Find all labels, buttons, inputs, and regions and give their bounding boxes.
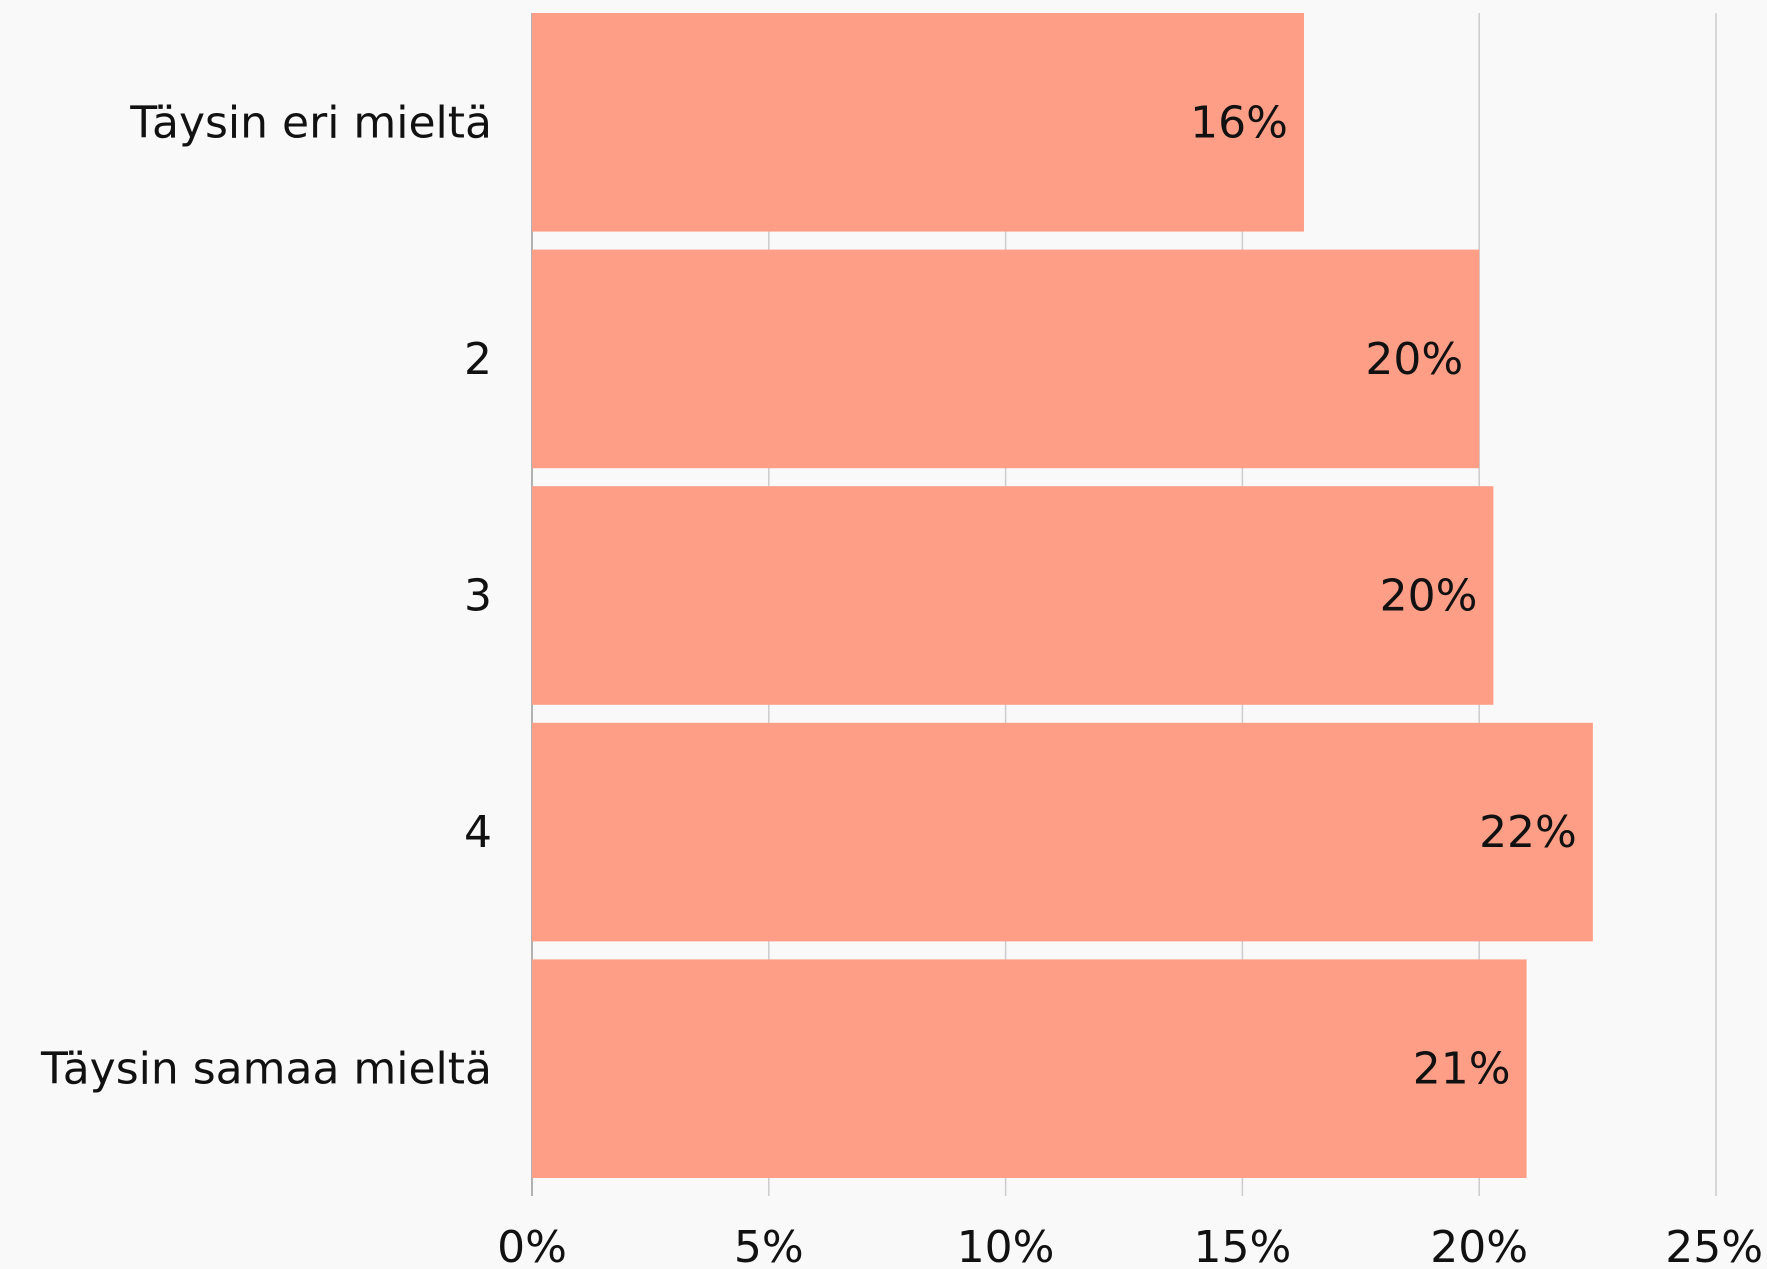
bar <box>532 13 1304 232</box>
x-tick-label: 20% <box>1430 1222 1528 1269</box>
category-label: 3 <box>464 571 492 622</box>
value-label: 21% <box>1413 1044 1511 1095</box>
category-labels: Täysin eri mieltä 2 3 4 Täysin samaa mieltä <box>40 97 492 1094</box>
value-label: 20% <box>1380 571 1478 622</box>
bar <box>532 722 1593 942</box>
x-tick-label: 15% <box>1194 1222 1292 1269</box>
x-tick-label: 5% <box>734 1222 804 1269</box>
value-label: 20% <box>1365 334 1463 385</box>
x-tick-labels: 0% 5% 10% 15% 20% 25% <box>497 1222 1763 1269</box>
x-tick-label: 25% <box>1665 1222 1763 1269</box>
category-label: 4 <box>464 807 492 858</box>
value-label: 16% <box>1190 97 1288 148</box>
bar <box>532 959 1527 1178</box>
category-label: 2 <box>464 334 492 385</box>
value-label: 22% <box>1479 807 1577 858</box>
x-tick-label: 10% <box>957 1222 1055 1269</box>
bar <box>532 486 1494 705</box>
category-label: Täysin samaa mieltä <box>40 1044 492 1095</box>
value-labels: 16% 20% 20% 22% 21% <box>1190 97 1577 1094</box>
bar <box>532 249 1480 469</box>
bars <box>532 13 1593 1178</box>
x-tick-label: 0% <box>497 1222 567 1269</box>
category-label: Täysin eri mieltä <box>129 97 492 148</box>
